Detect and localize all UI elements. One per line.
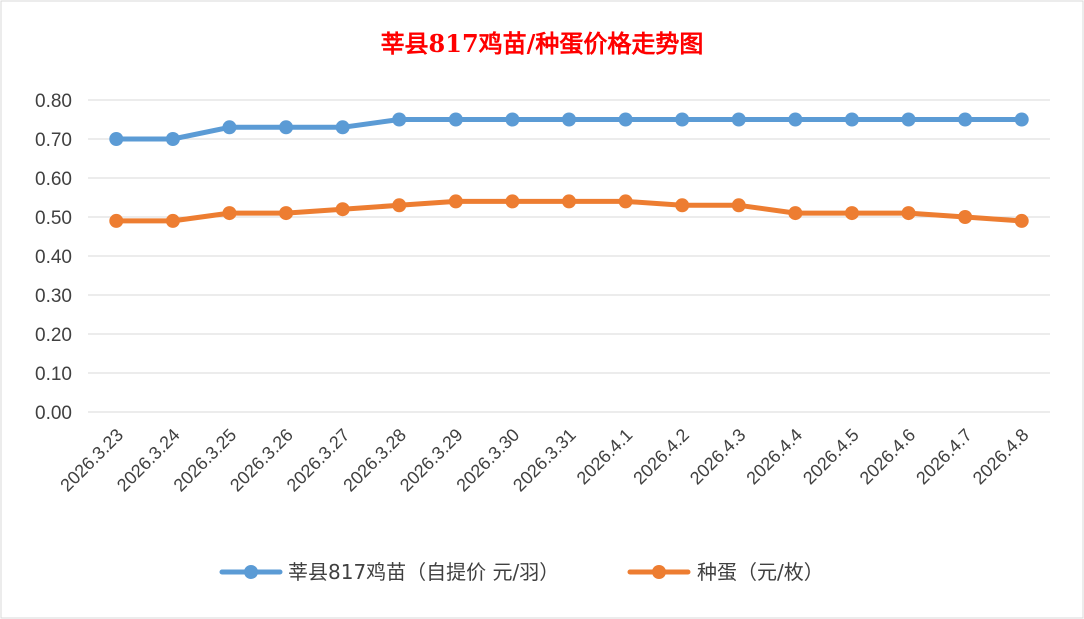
data-point — [731, 112, 746, 127]
data-point — [279, 206, 294, 221]
data-point — [731, 198, 746, 213]
chart-title: 莘县817鸡苗/种蛋价格走势图 — [381, 29, 704, 58]
data-point — [165, 132, 180, 146]
data-point — [109, 132, 124, 146]
data-point — [279, 120, 294, 135]
data-point — [618, 112, 633, 127]
legend-item-0: 莘县817鸡苗（自提价 元/羽） — [219, 560, 559, 584]
data-point — [109, 213, 124, 228]
data-point — [618, 194, 633, 209]
legend-label: 种蛋（元/枚） — [697, 560, 824, 584]
data-point — [788, 206, 803, 221]
data-point — [675, 198, 690, 213]
y-axis-ticks: 0.00 0.10 0.20 0.30 0.40 0.50 0.60 0.70 0.80 — [35, 91, 72, 424]
series-layer — [109, 112, 1029, 228]
data-point — [335, 120, 350, 135]
data-point — [392, 112, 407, 127]
data-point — [958, 112, 973, 127]
y-tick-label: 0.40 — [35, 247, 72, 268]
y-tick-label: 0.10 — [35, 364, 72, 385]
data-point — [901, 112, 916, 127]
data-point — [1014, 112, 1029, 127]
gridlines — [88, 99, 1050, 413]
data-point — [505, 194, 520, 209]
data-point — [222, 206, 237, 221]
series-0 — [109, 112, 1029, 146]
data-point — [392, 198, 407, 213]
legend-item-1: 种蛋（元/枚） — [627, 560, 824, 584]
y-tick-label: 0.00 — [35, 403, 72, 424]
data-point — [675, 112, 690, 127]
data-point — [788, 112, 803, 127]
data-point — [958, 210, 973, 224]
data-point — [562, 194, 576, 209]
y-tick-label: 0.20 — [35, 325, 72, 346]
data-point — [165, 213, 180, 228]
y-tick-label: 0.30 — [35, 286, 72, 307]
data-point — [901, 206, 916, 221]
data-point — [448, 194, 463, 209]
data-point — [562, 112, 576, 127]
data-point — [844, 206, 859, 221]
data-point — [448, 112, 463, 127]
y-tick-label: 0.70 — [35, 130, 72, 151]
data-point — [335, 202, 350, 217]
y-tick-label: 0.80 — [35, 91, 72, 112]
legend-swatch-marker — [244, 565, 258, 579]
series-1 — [109, 194, 1029, 228]
legend-label: 莘县817鸡苗（自提价 元/羽） — [288, 560, 559, 584]
data-point — [505, 112, 520, 127]
legend: 莘县817鸡苗（自提价 元/羽） 种蛋（元/枚） — [219, 560, 824, 584]
data-point — [1014, 213, 1029, 228]
y-tick-label: 0.60 — [35, 169, 72, 190]
data-point — [844, 112, 859, 127]
data-point — [222, 120, 237, 135]
y-tick-label: 0.50 — [35, 208, 72, 229]
legend-swatch-marker — [652, 565, 666, 579]
